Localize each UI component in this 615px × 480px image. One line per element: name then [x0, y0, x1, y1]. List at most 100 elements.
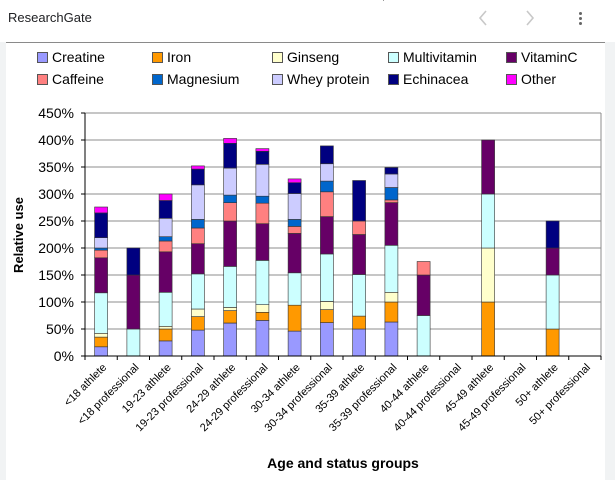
legend-label: Multivitamin [403, 49, 477, 65]
bar-segment-echinacea [191, 168, 205, 186]
legend-swatch [37, 73, 48, 85]
previous-button[interactable] [471, 6, 495, 30]
legend-swatch [152, 73, 163, 85]
brand-title: ResearchGate [8, 10, 92, 25]
bar-segment-vitaminc [158, 251, 173, 293]
bar-segment-multivitamin [545, 274, 560, 330]
legend-label: Magnesium [167, 71, 240, 87]
y-tick-labels: 0% 50% 100% 150% 200% 250% 300% 350% 400% 450% [38, 105, 74, 364]
y-tick-label: 350% [38, 159, 74, 175]
bar-segment-vitaminc [545, 247, 560, 276]
legend-item-other: Other [506, 71, 556, 87]
bar-segment-echinacea [352, 180, 366, 222]
bar-segment-ginseng [94, 332, 108, 338]
more-options-button[interactable] [568, 6, 592, 30]
legend-swatch [506, 73, 517, 85]
legend-label: Ginseng [287, 49, 340, 65]
bar-segment-ginseng [320, 301, 334, 310]
bar-segment-vitaminc [223, 220, 237, 267]
bar-segment-creatine [223, 322, 237, 357]
right-gutter [605, 42, 615, 480]
bar-segment-ginseng [384, 291, 399, 303]
chevron-left-icon [478, 10, 487, 26]
legend-item-whey-protein: Whey protein [272, 71, 369, 87]
bar-segment-iron [158, 328, 173, 342]
bar-segment-multivitamin [126, 328, 141, 357]
bar-segment-ginseng [255, 304, 270, 313]
divider [383, 0, 384, 1]
x-axis-label: Age and status groups [267, 455, 419, 471]
y-tick-label: 150% [38, 267, 74, 283]
legend-label: Whey protein [287, 71, 370, 87]
bar-segment-ginseng [191, 308, 205, 317]
more-vertical-icon [578, 11, 582, 15]
bar-segment-other [287, 178, 302, 183]
bar-segment-other [223, 138, 237, 144]
legend-item-iron: Iron [152, 49, 191, 65]
bar-segment-iron [255, 311, 270, 321]
next-button[interactable] [518, 6, 542, 30]
bar-segment-iron [352, 315, 366, 330]
bar-segment-iron [384, 301, 399, 323]
legend-label: VitaminC [521, 49, 578, 65]
more-vertical-icon-dot [578, 21, 582, 25]
bar-segment-caffeine [223, 202, 237, 222]
bar-segment-creatine [191, 329, 205, 357]
legend-label: Other [521, 71, 557, 87]
bar-segment-multivitamin [320, 253, 334, 302]
bar-segment-magnesium [94, 247, 108, 251]
legend-swatch [272, 51, 283, 63]
bar-segment-multivitamin [481, 193, 495, 249]
bar-segment-caffeine [384, 199, 399, 203]
legend-item-caffeine: Caffeine [37, 71, 104, 87]
left-gutter [0, 42, 6, 480]
bar-segment-caffeine [158, 240, 173, 253]
bar-segment-echinacea [384, 167, 399, 175]
legend-item-vitaminc: VitaminC [506, 49, 578, 65]
legend-swatch [37, 51, 48, 63]
bar-segment-whey-protein [223, 167, 237, 196]
legend-item-magnesium: Magnesium [152, 71, 239, 87]
figure-top-border [6, 42, 605, 43]
bar-segment-echinacea [255, 151, 270, 165]
bar-segment-caffeine [352, 220, 366, 235]
bar-segment-iron [320, 309, 334, 323]
bar-segment-caffeine [287, 226, 302, 234]
bar-segment-other [158, 193, 173, 201]
bar-segment-magnesium [158, 236, 173, 242]
legend-item-creatine: Creatine [37, 49, 105, 65]
y-tick-label: 50% [46, 321, 74, 337]
bar-segment-creatine [94, 346, 108, 357]
y-tick-label: 0% [54, 348, 74, 364]
legend-item-echinacea: Echinacea [388, 71, 468, 87]
legend-label: Iron [167, 49, 192, 65]
bar-segment-vitaminc [320, 216, 334, 255]
axes [81, 112, 602, 360]
legend-swatch [388, 73, 399, 85]
y-axis-label: Relative use [11, 197, 26, 273]
bar-segment-echinacea [320, 145, 334, 164]
legend-swatch [506, 51, 517, 63]
bar-segment-multivitamin [94, 292, 108, 334]
bar-segment-iron [223, 310, 237, 324]
legend-item-ginseng: Ginseng [272, 49, 339, 65]
top-bar: ResearchGate [0, 0, 615, 38]
bar-segment-whey-protein [320, 163, 334, 182]
bar-segment-whey-protein [384, 173, 399, 188]
bar-segment-whey-protein [287, 193, 302, 220]
bar-segment-creatine [352, 328, 366, 357]
bar-segment-vitaminc [126, 274, 141, 330]
bar-segment-vitaminc [287, 233, 302, 274]
bar-segment-magnesium [255, 195, 270, 204]
bar-segment-caffeine [191, 227, 205, 244]
bar-segment-magnesium [320, 180, 334, 193]
bar-segment-creatine [320, 322, 334, 357]
legend-label: Caffeine [52, 71, 104, 87]
bar-segment-creatine [384, 321, 399, 357]
y-tick-label: 400% [38, 132, 74, 148]
y-tick-label: 100% [38, 294, 74, 310]
legend-label: Echinacea [403, 71, 469, 87]
bar-segment-magnesium [223, 194, 237, 204]
